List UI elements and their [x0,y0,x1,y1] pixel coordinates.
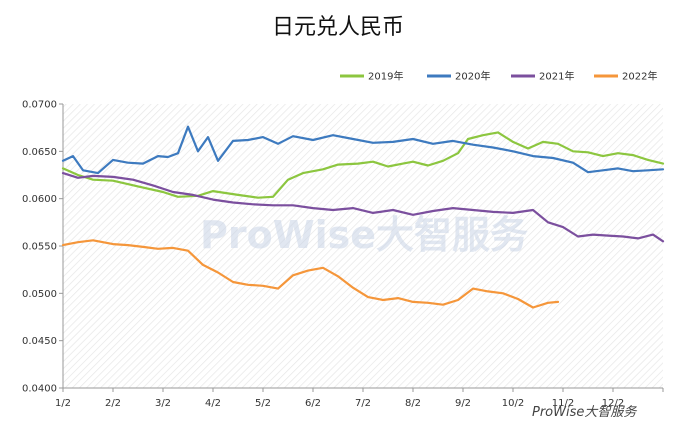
plot-area [63,104,663,388]
series-line-4 [61,239,560,309]
x-tick-label: 8/2 [405,398,421,409]
x-axis: 1/2 2/2 3/2 4/2 5/2 6/2 7/2 8/2 9/2 10/2 11/2 12/2 [55,387,664,409]
x-tick-label: 11/2 [552,398,574,409]
series-line-3 [61,172,665,243]
y-axis: 0.0400 0.0450 0.0500 0.0550 0.0600 0.0650 0.07… [22,100,64,395]
x-tick-label: 5/2 [255,398,271,409]
x-tick-label: 6/2 [305,398,321,409]
series-line-1 [61,131,665,199]
chart-title: 日元兑人民币 [272,15,404,40]
y-tick-label: 0.0500 [22,289,57,300]
x-tick-label: 12/2 [602,398,624,409]
x-tick-label: 3/2 [155,398,171,409]
x-tick-label: 2/2 [105,398,121,409]
y-tick-label: 0.0600 [22,194,57,205]
footer-watermark: ProWise大智服务 [532,405,637,420]
y-tick-label: 0.0650 [22,147,57,158]
series-line-2 [61,125,665,175]
x-tick-label: 7/2 [355,398,371,409]
x-tick-label: 4/2 [205,398,221,409]
legend: 2019年 2020年 2021年 2022年 [340,70,657,83]
legend-label: 2022年 [622,70,657,83]
legend-label: 2019年 [368,70,403,83]
x-tick-label: 1/2 [55,398,71,409]
series-layer [61,125,665,309]
y-tick-label: 0.0700 [22,100,57,111]
legend-label: 2020年 [455,70,490,83]
y-tick-label: 0.0400 [22,384,57,395]
x-tick-label: 9/2 [455,398,471,409]
y-tick-label: 0.0550 [22,242,57,253]
watermark: ProWise大智服务 [200,213,528,257]
x-tick-label: 10/2 [502,398,524,409]
legend-label: 2021年 [539,70,574,83]
y-tick-label: 0.0450 [22,336,57,347]
